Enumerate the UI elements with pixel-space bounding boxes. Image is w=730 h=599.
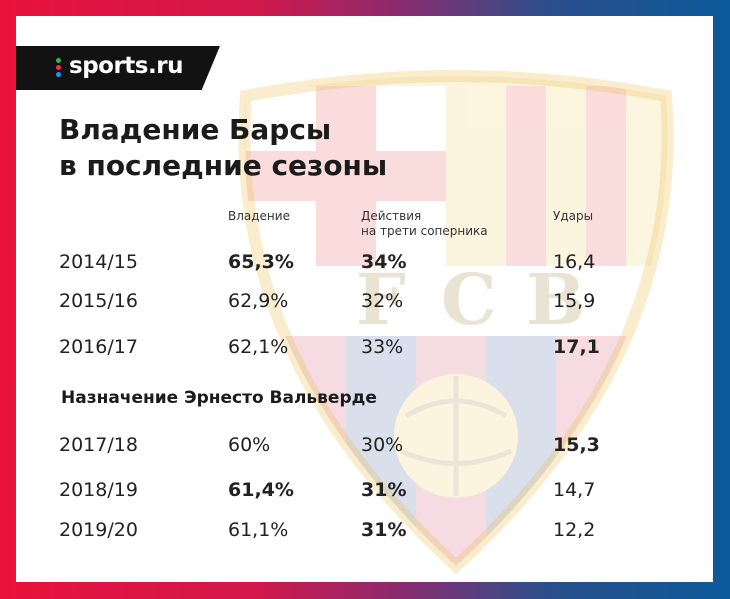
shots-cell: 15,9	[553, 290, 596, 312]
actions-cell: 30%	[361, 434, 404, 456]
section-label: Назначение Эрнесто Вальверде	[61, 388, 377, 408]
page-title: Владение Барсы в последние сезоны	[59, 112, 459, 184]
season-cell: 2018/19	[59, 479, 138, 501]
actions-cell: 32%	[361, 290, 404, 312]
title-line-1: Владение Барсы	[59, 113, 332, 146]
season-cell: 2019/20	[59, 519, 138, 541]
column-header-possession: Владение	[228, 209, 290, 223]
possession-cell: 61,1%	[228, 519, 289, 541]
table-row: 2018/19 61,4% 31% 14,7	[16, 479, 713, 509]
actions-cell: 34%	[361, 251, 407, 273]
possession-cell: 65,3%	[228, 251, 294, 273]
possession-cell: 60%	[228, 434, 271, 456]
table-row: 2015/16 62,9% 32% 15,9	[16, 290, 713, 320]
possession-cell: 61,4%	[228, 479, 294, 501]
logo-text: sports.ru	[69, 53, 183, 79]
fcb-crest-watermark: F C B	[238, 70, 674, 575]
actions-cell: 31%	[361, 479, 407, 501]
season-cell: 2017/18	[59, 434, 138, 456]
table-row: 2017/18 60% 30% 15,3	[16, 434, 713, 464]
infographic-card: F C B sports.ru Владение Барсы в последн…	[16, 16, 713, 582]
possession-cell: 62,1%	[228, 336, 289, 358]
crest-letter-b: B	[526, 258, 585, 341]
crest-letter-c: C	[441, 258, 497, 341]
shots-cell: 15,3	[553, 434, 600, 456]
column-header-actions-line2: на трети соперника	[361, 224, 488, 238]
column-header-shots: Удары	[553, 209, 594, 223]
table-row: 2016/17 62,1% 33% 17,1	[16, 336, 713, 366]
shots-cell: 17,1	[553, 336, 600, 358]
sports-ru-logo: sports.ru	[16, 46, 220, 90]
actions-cell: 31%	[361, 519, 407, 541]
actions-cell: 33%	[361, 336, 404, 358]
column-header-actions-line1: Действия	[361, 209, 422, 223]
shots-cell: 16,4	[553, 251, 596, 273]
table-row: 2014/15 65,3% 34% 16,4	[16, 251, 713, 281]
season-cell: 2014/15	[59, 251, 138, 273]
shots-cell: 14,7	[553, 479, 596, 501]
season-cell: 2015/16	[59, 290, 138, 312]
shots-cell: 12,2	[553, 519, 596, 541]
crest-letter-f: F	[356, 258, 406, 341]
season-cell: 2016/17	[59, 336, 138, 358]
possession-cell: 62,9%	[228, 290, 289, 312]
title-line-2: в последние сезоны	[59, 149, 388, 182]
table-row: 2019/20 61,1% 31% 12,2	[16, 519, 713, 549]
column-header-actions: Действия на трети соперника	[361, 209, 488, 239]
logo-dots-icon	[56, 58, 64, 80]
